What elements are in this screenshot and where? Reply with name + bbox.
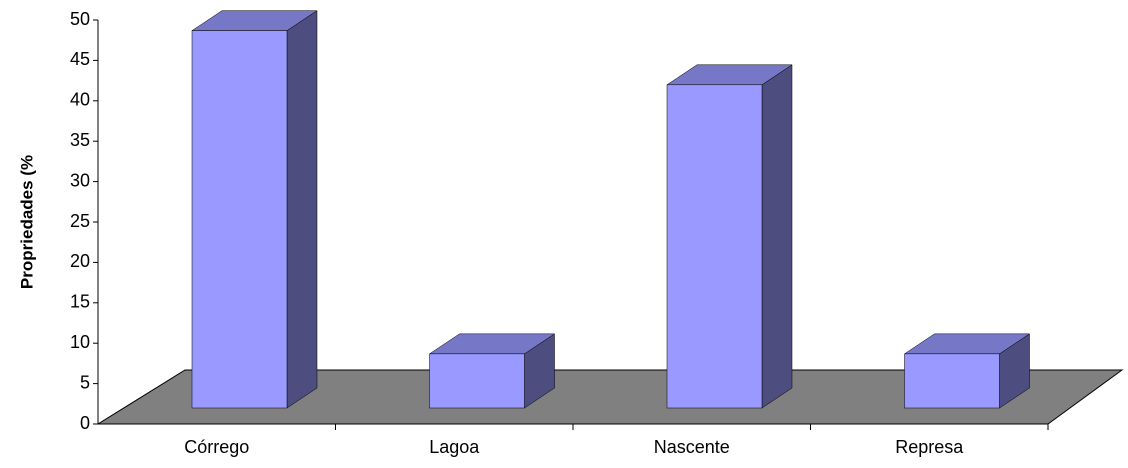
y-tick-label: 20 [70,251,90,271]
y-axis-label: Propriedades (% [17,155,36,289]
y-tick-label: 25 [70,211,90,231]
bar-side [761,64,793,409]
bar [666,64,793,409]
bar [191,10,318,409]
y-tick-label: 40 [70,90,90,110]
y-tick-label: 0 [80,413,90,433]
x-tick-label: Lagoa [429,437,480,457]
y-tick-label: 15 [70,292,90,312]
x-tick-label: Represa [895,437,964,457]
y-tick-label: 50 [70,9,90,29]
y-tick-label: 30 [70,170,90,190]
bar-front [191,30,288,409]
y-tick-label: 45 [70,49,90,69]
bar [428,333,556,409]
bar-side [286,10,318,409]
x-tick-label: Córrego [184,437,249,457]
y-tick-label: 5 [80,372,90,392]
bar-front [429,353,525,409]
bar-front [666,84,763,409]
bar [903,333,1031,409]
y-tick-label: 35 [70,130,90,150]
bar-front [904,353,1000,409]
y-tick-label: 10 [70,332,90,352]
x-tick-label: Nascente [654,437,730,457]
